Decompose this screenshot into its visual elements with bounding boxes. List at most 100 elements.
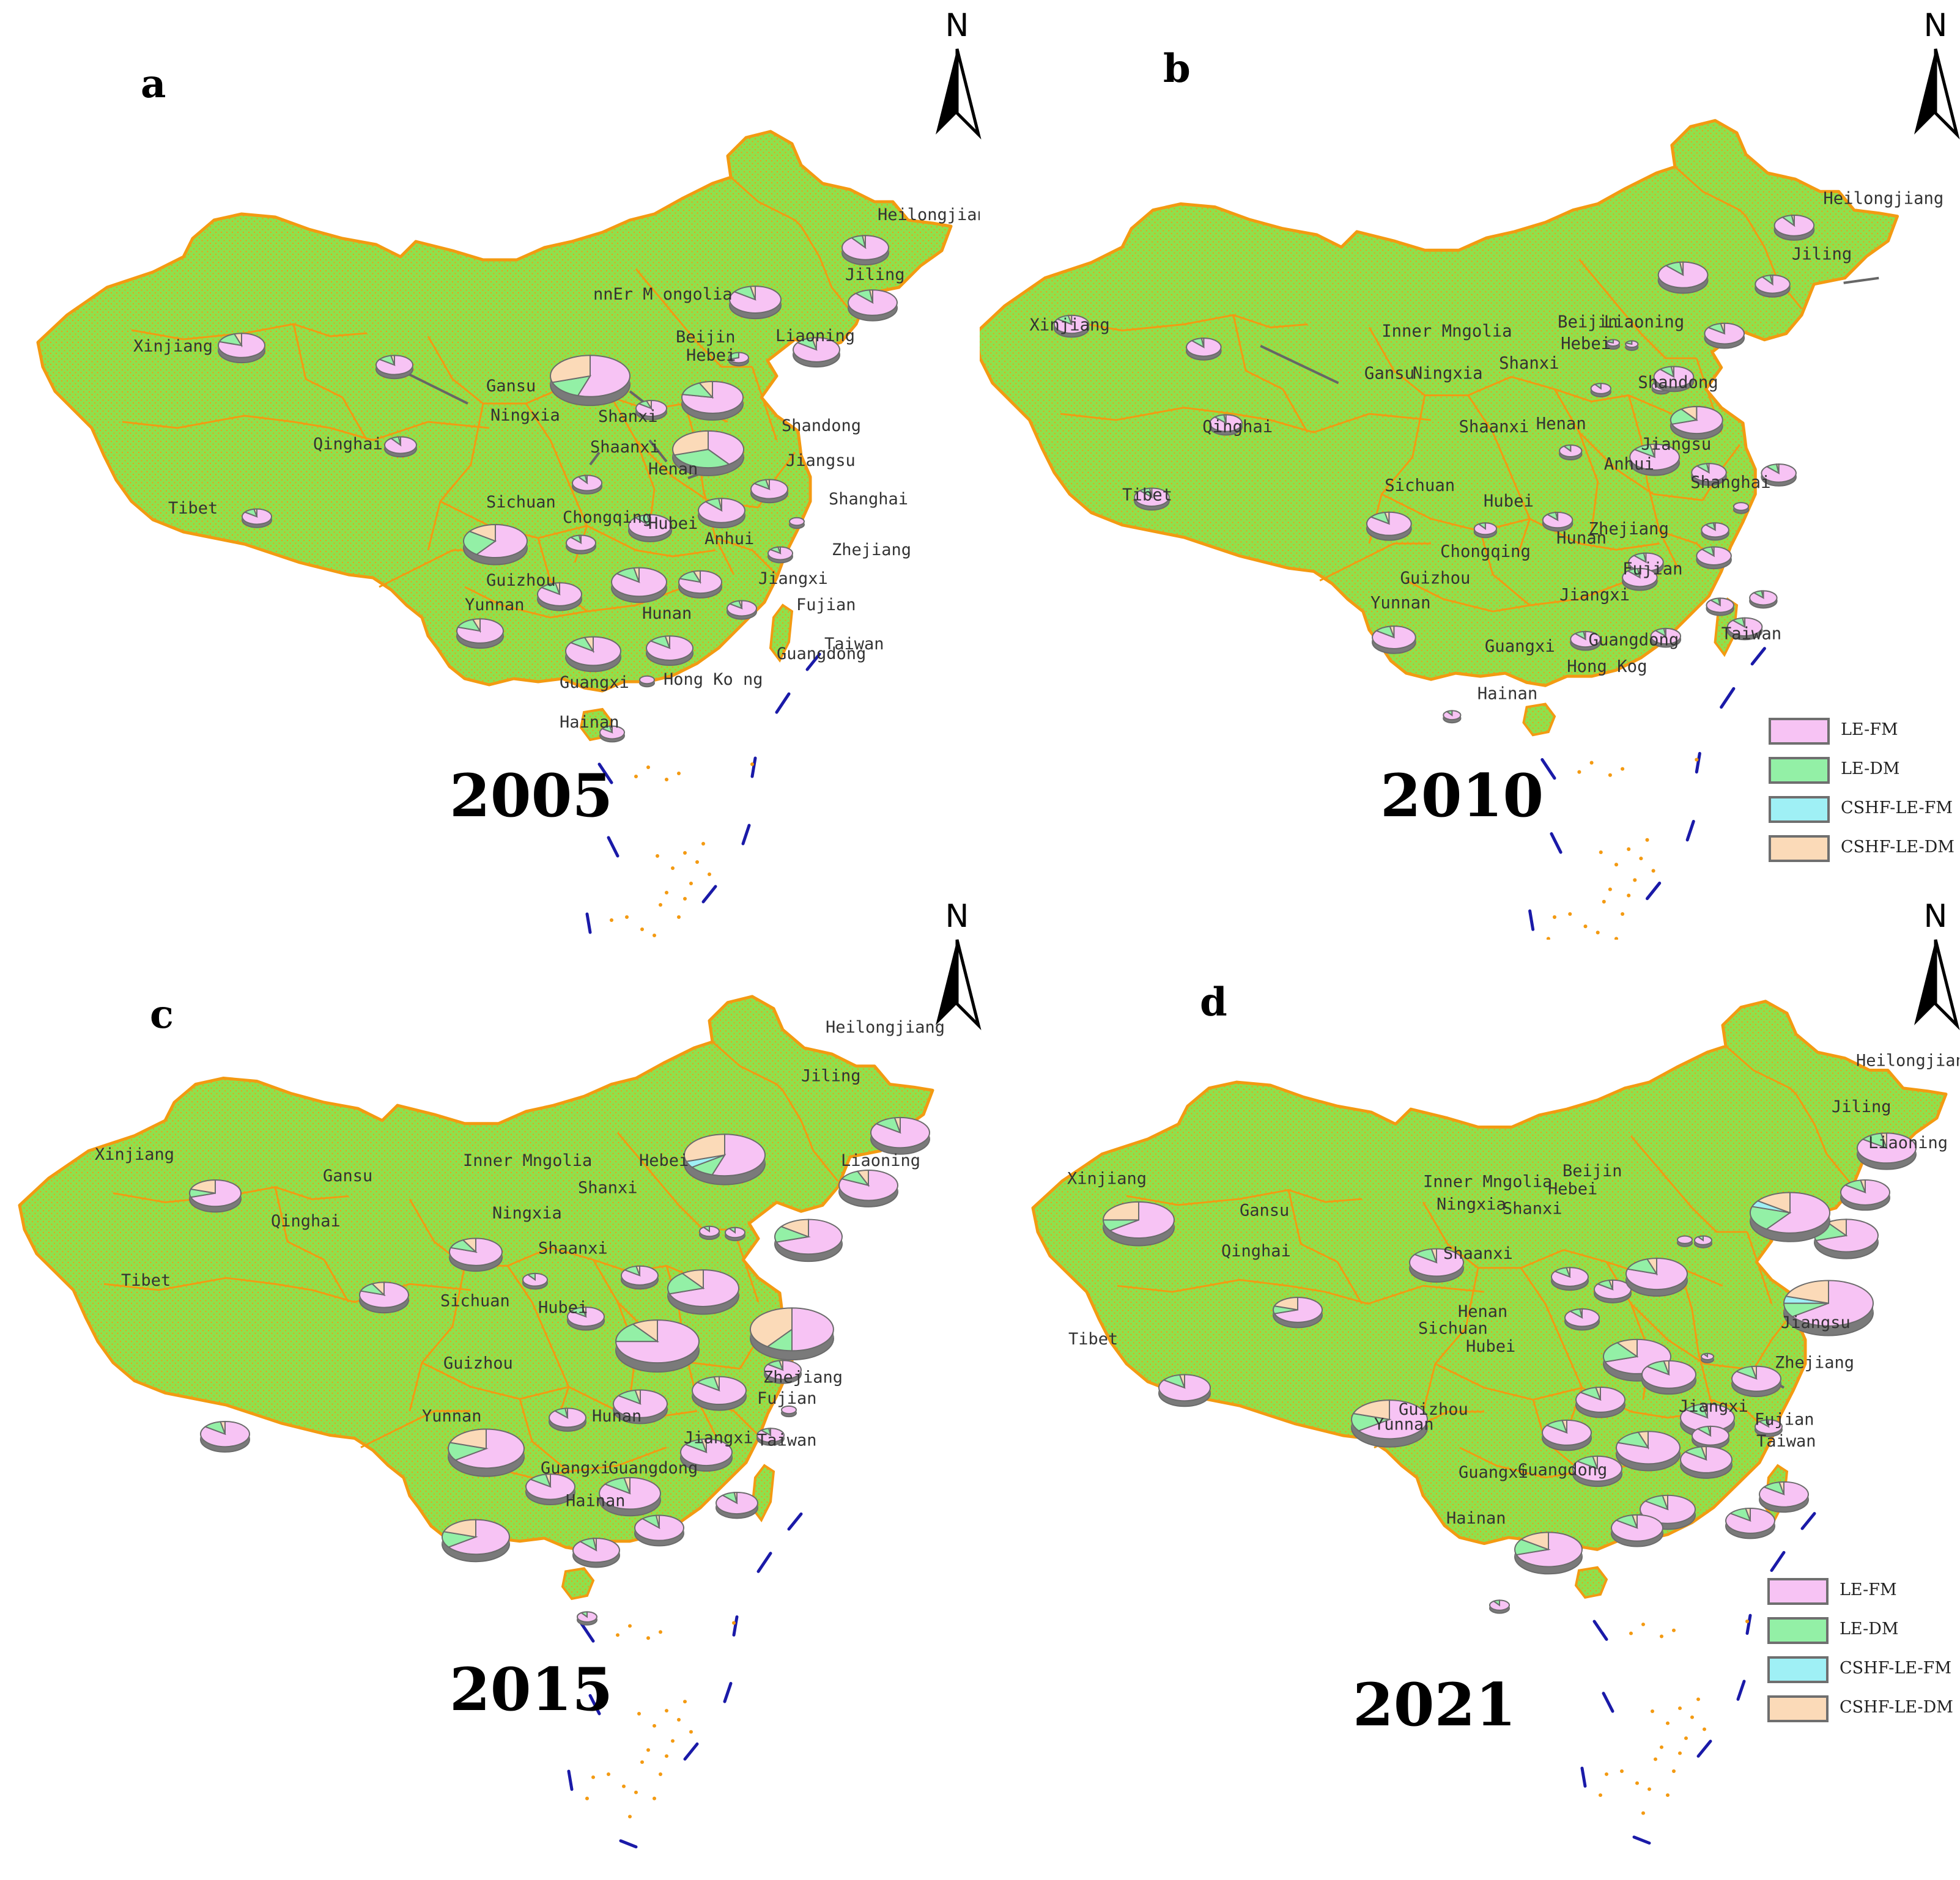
province-label: Hainan — [560, 713, 619, 732]
province-label: Sichuan — [486, 493, 556, 512]
pie-slice — [253, 508, 257, 517]
province-label: Heilongjiang — [878, 205, 980, 224]
pie-slice — [1637, 1431, 1649, 1450]
province-pie — [1650, 627, 1682, 648]
legend-label: CSHF-LE-FM — [1841, 798, 1953, 817]
province-border — [506, 1265, 570, 1424]
province-label: Jiangxi — [1679, 1397, 1748, 1416]
island-dot — [1651, 869, 1655, 873]
province-border — [1069, 314, 1308, 332]
province-pie — [1629, 443, 1681, 476]
legend-swatch — [1767, 1695, 1829, 1722]
pie-slice — [684, 1134, 725, 1162]
pie-slice — [767, 1428, 771, 1436]
island-dot — [1645, 838, 1649, 842]
island-dot — [677, 915, 681, 919]
pie-slice — [1663, 627, 1666, 636]
nine-dash-line — [607, 836, 619, 858]
province-pie — [750, 479, 788, 504]
province-pie — [1409, 1248, 1464, 1283]
province-pie — [1134, 487, 1170, 511]
year-label: 2005 — [449, 761, 613, 830]
province-pie — [1273, 1297, 1323, 1329]
province-label: Guizhou — [443, 1354, 513, 1373]
legend-item: LE-FM — [1767, 1576, 1960, 1610]
pie-slice — [711, 1134, 766, 1177]
province-pie — [1564, 1308, 1600, 1331]
province-label: Xinjiang — [95, 1145, 174, 1164]
province-label: Yunnan — [422, 1407, 482, 1426]
province-border — [586, 525, 716, 558]
nine-dash-line — [1550, 832, 1562, 854]
pie-slice — [468, 523, 496, 542]
province-label: Sichuan — [440, 1292, 510, 1311]
pie-slice — [1791, 1280, 1874, 1327]
province-pie — [456, 618, 504, 649]
pie-slice — [1643, 552, 1647, 562]
pie-slice — [645, 399, 652, 411]
legend-label: LE-DM — [1841, 759, 1900, 778]
province-pie — [567, 1307, 605, 1331]
island-dot — [1651, 1709, 1654, 1713]
pie-slice — [1520, 1532, 1549, 1550]
province-pie — [449, 1237, 503, 1272]
pie-slice — [390, 355, 395, 366]
pie-slice — [1636, 567, 1641, 578]
nine-dash-line — [1632, 1835, 1651, 1845]
province-label: Inner Mngolia — [1423, 1173, 1552, 1192]
province-label: Fujian — [1755, 1410, 1814, 1429]
pie-slice — [1389, 625, 1395, 638]
nine-dash-line — [805, 652, 821, 671]
nine-dash-line — [619, 1839, 638, 1849]
province-label: Shaanxi — [1443, 1244, 1513, 1263]
pie-slice — [1791, 215, 1795, 226]
province-pie — [613, 1389, 668, 1425]
province-label: Zhejiang — [763, 1368, 843, 1387]
island-dot — [1672, 1628, 1676, 1632]
province-pie — [1158, 1374, 1211, 1407]
pie-slice — [861, 235, 866, 248]
island-dot — [1660, 1634, 1663, 1639]
pie-slice — [1712, 522, 1716, 531]
pie-slice — [667, 1272, 705, 1295]
pie-slice — [1555, 512, 1559, 520]
province-label: Zhejiang — [832, 540, 911, 559]
pie-slice — [1579, 1308, 1583, 1318]
legend-label: LE-FM — [1841, 720, 1898, 739]
province-label: Liaoning — [1604, 312, 1684, 331]
province-label: Ningxia — [490, 406, 560, 425]
province-pie — [1489, 1599, 1510, 1614]
pie-slice — [1624, 340, 1633, 345]
pie-slice — [1477, 522, 1486, 530]
province-label: Guangdong — [608, 1459, 698, 1478]
island-dot — [1703, 1727, 1706, 1731]
province-pie — [577, 1611, 597, 1626]
nine-dash-line — [683, 1742, 699, 1761]
panel-letter: a — [141, 61, 166, 107]
province-pie — [1351, 1399, 1428, 1448]
province-label: Gansu — [1240, 1201, 1289, 1220]
pie-slice — [1725, 1507, 1775, 1534]
island-dot — [689, 882, 693, 885]
province-pie — [1366, 511, 1412, 541]
province-label: Tibet — [121, 1271, 171, 1290]
island-dot — [1696, 1697, 1700, 1701]
pie-slice — [545, 1473, 551, 1487]
island-dot — [1695, 758, 1699, 762]
legend-label: LE-FM — [1840, 1580, 1897, 1599]
province-border — [421, 1362, 569, 1400]
province-pie — [550, 355, 631, 407]
province-pie — [681, 380, 744, 421]
pie-slice — [635, 1265, 640, 1276]
province-label: nnEr M ongolia — [593, 285, 733, 304]
legend-swatch — [1769, 757, 1830, 784]
hainan-island — [1522, 702, 1556, 737]
pie-slice — [1765, 1192, 1830, 1234]
province-pie — [599, 725, 625, 743]
pie-slice — [702, 1225, 710, 1233]
nine-dash-line — [750, 756, 757, 778]
legend-item: CSHF-LE-DM — [1767, 1693, 1960, 1727]
province-pie — [774, 1218, 843, 1263]
pie-slice — [1880, 1132, 1887, 1149]
pie-slice — [1707, 1425, 1711, 1436]
